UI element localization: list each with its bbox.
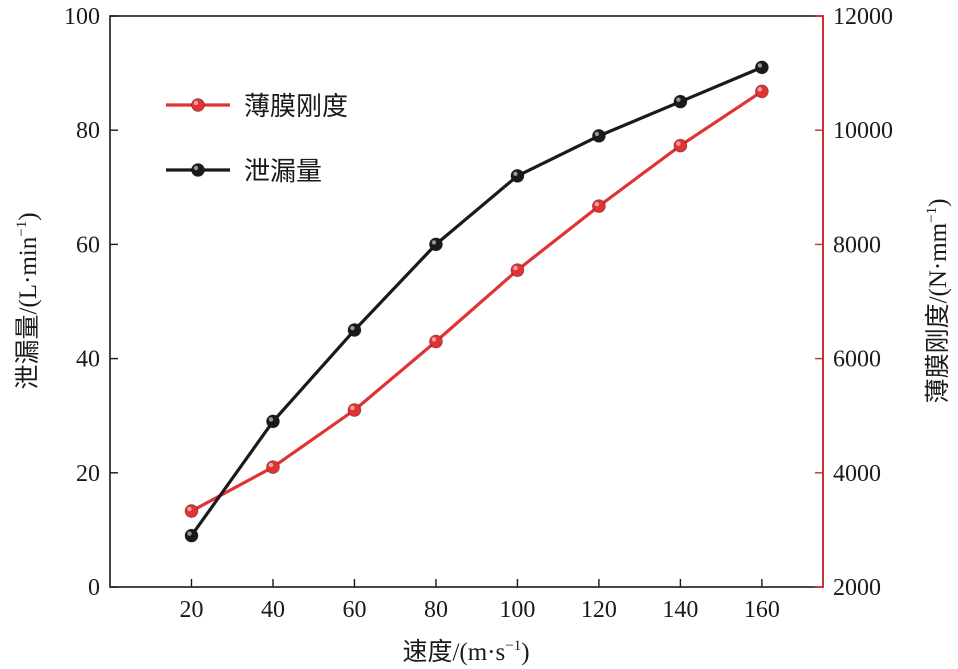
- data-point: [266, 460, 280, 474]
- data-point: [266, 414, 280, 429]
- x-tick-label: 80: [424, 597, 448, 623]
- legend-marker-highlight: [193, 165, 199, 171]
- x-tick-label: 140: [662, 597, 698, 623]
- data-point: [754, 84, 769, 99]
- data-point: [184, 504, 199, 518]
- data-point: [673, 138, 688, 153]
- left-axis-ticks: 0 20 40 60 80 100: [64, 4, 118, 601]
- left-axis-label: 泄漏量/(L·min−1): [14, 212, 42, 389]
- data-point: [673, 94, 688, 109]
- data-point: [347, 403, 362, 417]
- right-tick-label: 12000: [833, 4, 893, 30]
- data-point-highlight: [350, 405, 355, 411]
- left-tick-label: 0: [88, 575, 100, 601]
- right-tick-label: 2000: [833, 575, 881, 601]
- data-point-highlight: [676, 97, 681, 102]
- data-point-highlight: [187, 531, 192, 536]
- legend-marker-highlight: [193, 100, 199, 106]
- left-tick-label: 80: [76, 118, 100, 144]
- data-point: [429, 334, 443, 349]
- x-tick-label: 120: [581, 597, 617, 623]
- right-tick-label: 4000: [833, 461, 881, 487]
- data-point: [592, 129, 606, 143]
- series-line-1: [190, 65, 763, 537]
- data-point-highlight: [513, 265, 518, 271]
- data-point: [510, 263, 525, 277]
- data-point-highlight: [757, 63, 763, 68]
- data-point: [184, 528, 199, 543]
- x-tick-label: 40: [261, 597, 285, 623]
- legend-marker-1: [191, 163, 205, 177]
- data-point-highlight: [757, 87, 763, 92]
- x-axis-ticks: 20 40 60 80 100 120 140 160: [179, 579, 780, 623]
- right-tick-label: 6000: [833, 347, 881, 373]
- left-tick-label: 40: [76, 347, 100, 373]
- x-tick-label: 160: [744, 597, 780, 623]
- series-layer: [184, 60, 769, 543]
- left-tick-label: 100: [64, 4, 100, 30]
- legend-label-1: 泄漏量: [244, 157, 322, 186]
- data-point-highlight: [268, 462, 274, 468]
- data-point-highlight: [431, 240, 437, 245]
- legend-label-0: 薄膜刚度: [244, 92, 348, 121]
- legend-marker-0: [191, 98, 205, 112]
- data-point: [347, 323, 362, 337]
- data-point-highlight: [431, 337, 437, 342]
- data-point-highlight: [676, 141, 681, 146]
- data-point-highlight: [350, 325, 355, 331]
- series-line-0: [190, 90, 763, 513]
- x-axis-label: 速度/(m·s−1): [402, 638, 529, 666]
- data-point-highlight: [268, 417, 274, 422]
- left-tick-label: 60: [76, 232, 100, 258]
- data-point-highlight: [513, 171, 518, 177]
- data-point-highlight: [594, 201, 600, 207]
- right-tick-label: 8000: [833, 232, 881, 258]
- right-axis-ticks: 2000 4000 6000 8000 10000 12000: [815, 4, 893, 601]
- data-point: [510, 168, 525, 183]
- x-tick-label: 60: [342, 597, 366, 623]
- data-point: [754, 60, 769, 75]
- data-point: [592, 199, 606, 214]
- data-point: [429, 237, 443, 252]
- right-axis-label: 薄膜刚度/(N·mm−1): [924, 199, 952, 404]
- x-tick-label: 20: [179, 597, 203, 623]
- data-point-highlight: [187, 506, 192, 512]
- right-tick-label: 10000: [833, 118, 893, 144]
- x-tick-label: 100: [499, 597, 535, 623]
- left-tick-label: 20: [76, 461, 100, 487]
- data-point-highlight: [594, 131, 600, 137]
